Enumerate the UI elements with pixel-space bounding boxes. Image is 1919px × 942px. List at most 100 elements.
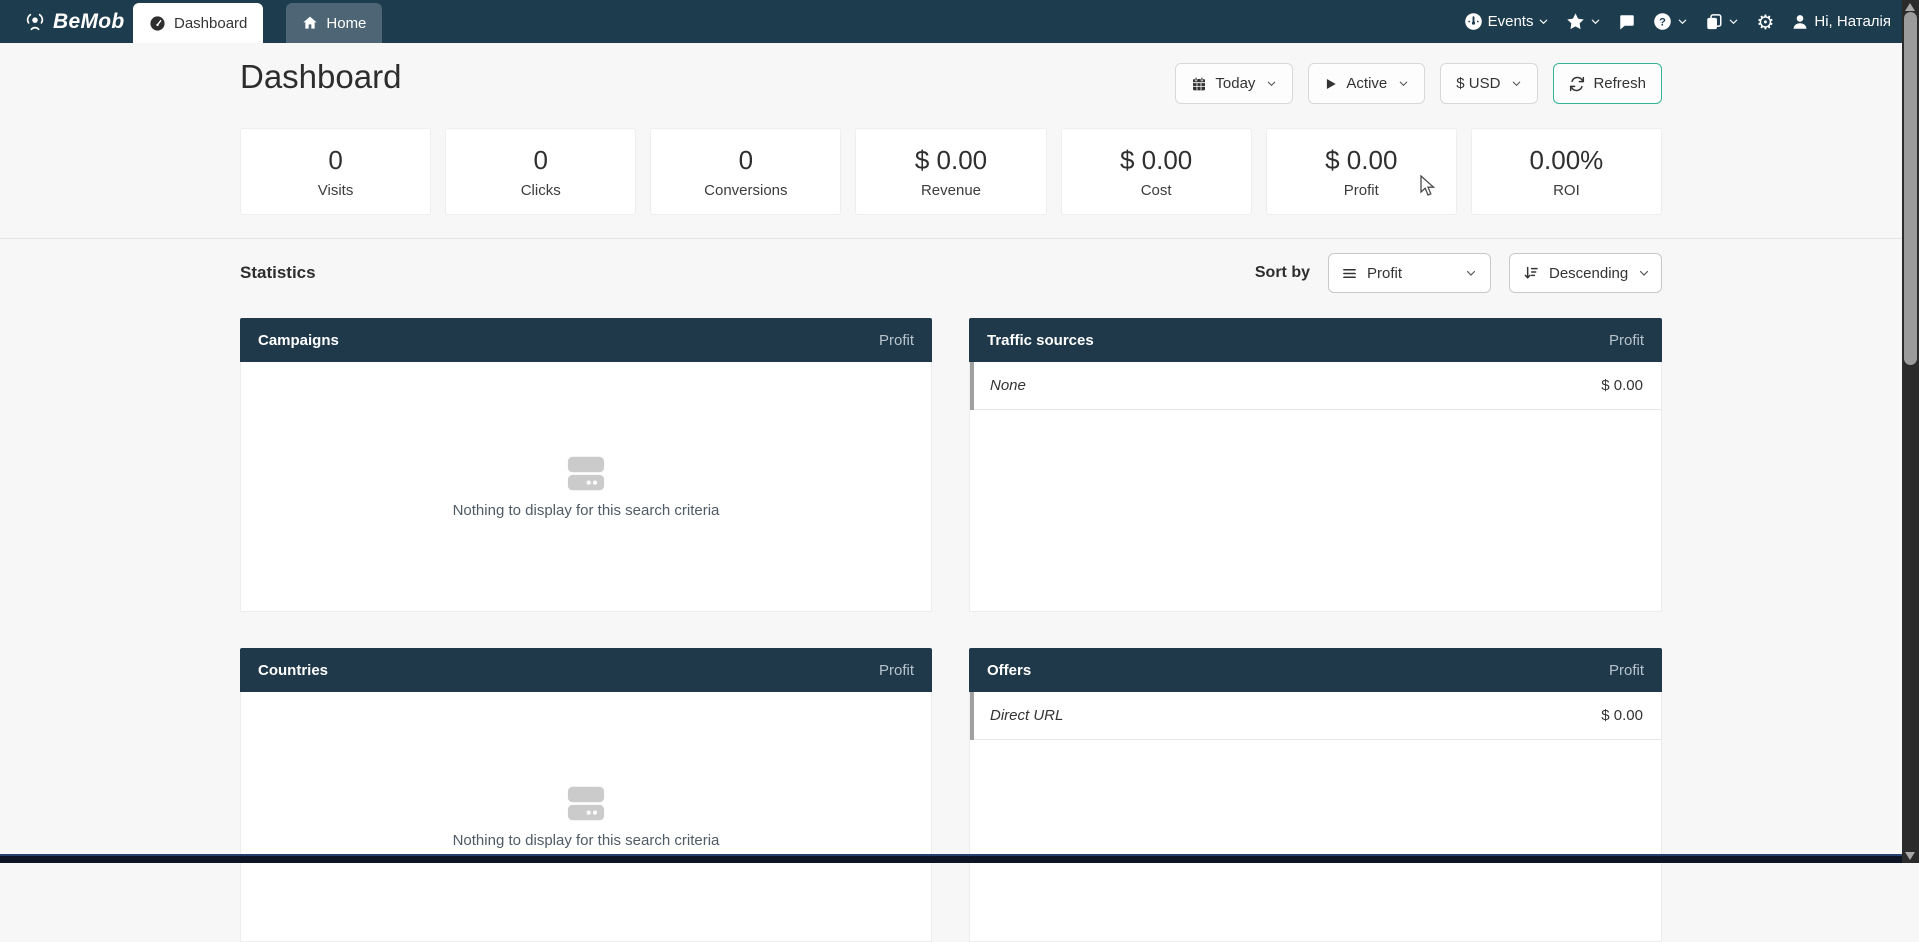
stat-card-roi: 0.00% ROI [1470, 128, 1662, 215]
panel-scrollbar[interactable] [970, 692, 974, 740]
panel-metric-label: Profit [1608, 661, 1644, 679]
chevron-down-icon [1728, 16, 1739, 27]
row-value: $ 0.00 [1601, 377, 1643, 394]
stat-card-revenue: $ 0.00 Revenue [855, 128, 1047, 215]
server-icon [564, 785, 608, 823]
panel-campaigns: Campaigns Profit Nothing to display for … [240, 318, 932, 612]
stat-label: Conversions [704, 181, 788, 199]
statistics-title: Statistics [240, 263, 316, 282]
chevron-down-icon [1638, 267, 1650, 279]
statistics-header: Statistics Sort by Profit De [240, 252, 1662, 294]
currency-button[interactable]: $ USD [1440, 63, 1539, 104]
stat-card-cost: $ 0.00 Cost [1060, 128, 1252, 215]
stat-card-visits: 0 Visits [240, 128, 432, 215]
page-scrollbar[interactable] [1902, 0, 1919, 863]
date-range-label: Today [1215, 75, 1256, 92]
star-icon [1566, 12, 1585, 31]
panel-countries: Countries Profit Nothing to display for … [240, 648, 932, 942]
panel-traffic-sources: Traffic sources Profit None $ 0.00 [969, 318, 1662, 612]
table-row[interactable]: None $ 0.00 [970, 362, 1661, 410]
panel-header: Offers Profit [969, 648, 1662, 692]
scroll-down-arrow[interactable] [1905, 852, 1915, 860]
settings-button[interactable]: ⚙ [1756, 12, 1774, 32]
row-name: None [990, 377, 1026, 394]
gear-icon: ⚙ [1756, 9, 1775, 34]
stat-label: Profit [1343, 181, 1379, 199]
scrollbar-thumb[interactable] [1904, 12, 1917, 365]
sort-by-label: Sort by [1254, 264, 1310, 281]
table-row[interactable]: Direct URL $ 0.00 [970, 692, 1661, 740]
stat-label: Visits [317, 181, 354, 199]
tab-label: Dashboard [174, 14, 248, 32]
chevron-down-icon [1677, 16, 1688, 27]
empty-state: Nothing to display for this search crite… [241, 362, 931, 611]
panel-body: None $ 0.00 [969, 362, 1662, 612]
stat-label: ROI [1553, 181, 1580, 199]
pages-menu[interactable] [1705, 13, 1739, 31]
question-circle-icon: ? [1653, 12, 1672, 31]
cards-icon [1705, 13, 1723, 31]
sort-order-select[interactable]: Descending [1509, 253, 1662, 293]
row-name: Direct URL [990, 707, 1064, 724]
list-icon [1342, 266, 1357, 281]
status-filter-button[interactable]: Active [1308, 63, 1426, 104]
stat-value: $ 0.00 [1119, 144, 1193, 175]
refresh-button[interactable]: Refresh [1553, 63, 1662, 104]
chevron-down-icon [1465, 267, 1477, 279]
panel-body: Direct URL $ 0.00 [969, 692, 1662, 942]
panel-offers: Offers Profit Direct URL $ 0.00 [969, 648, 1662, 942]
events-menu[interactable]: Events [1464, 12, 1550, 31]
stat-card-conversions: 0 Conversions [650, 128, 842, 215]
empty-text: Nothing to display for this search crite… [452, 831, 720, 849]
tab-home[interactable]: Home [286, 3, 383, 43]
panel-title: Countries [258, 661, 329, 679]
tab-dashboard[interactable]: Dashboard [133, 3, 264, 43]
chevron-down-icon [1538, 16, 1549, 27]
play-icon [1324, 77, 1338, 91]
stat-label: Revenue [920, 181, 982, 199]
stat-label: Cost [1140, 181, 1172, 199]
topbar-right: Events ? [1464, 0, 1891, 43]
panel-title: Traffic sources [987, 331, 1094, 349]
chat-bubble-icon [1618, 13, 1636, 31]
gauge-icon [1464, 12, 1483, 31]
panels-grid: Campaigns Profit Nothing to display for … [240, 318, 1662, 942]
sort-controls: Sort by Profit Descending [1255, 253, 1662, 293]
panel-scrollbar[interactable] [970, 362, 974, 410]
stat-value: $ 0.00 [1325, 144, 1398, 175]
row-value: $ 0.00 [1601, 707, 1643, 724]
favorites-menu[interactable] [1566, 12, 1601, 31]
calendar-icon [1191, 76, 1207, 92]
date-range-button[interactable]: Today [1175, 63, 1294, 104]
stat-value: 0 [738, 144, 754, 175]
status-filter-label: Active [1346, 75, 1388, 92]
scroll-up-arrow[interactable] [1905, 3, 1915, 11]
chat-button[interactable] [1618, 13, 1636, 31]
bottom-edge-strip [0, 854, 1919, 863]
speedometer-icon [149, 15, 166, 32]
panel-metric-label: Profit [878, 331, 914, 349]
bemob-logo[interactable]: BeMob [24, 0, 125, 43]
sort-field-select[interactable]: Profit [1328, 253, 1491, 293]
empty-text: Nothing to display for this search crite… [452, 501, 720, 519]
tab-label: Home [326, 14, 367, 32]
stats-row: 0 Visits 0 Clicks 0 Conversions $ 0.00 R… [240, 128, 1662, 215]
refresh-icon [1569, 76, 1585, 92]
user-menu[interactable]: Hi, Наталія [1791, 13, 1891, 31]
stat-card-clicks: 0 Clicks [445, 128, 637, 215]
panel-title: Offers [987, 661, 1032, 679]
tab-bar: Dashboard Home [133, 3, 383, 43]
server-icon [564, 455, 608, 493]
stat-value: 0.00% [1529, 144, 1604, 175]
help-menu[interactable]: ? [1653, 12, 1688, 31]
toolbar: Today Active $ USD [1175, 63, 1662, 104]
panel-body: Nothing to display for this search crite… [240, 362, 932, 612]
refresh-label: Refresh [1593, 75, 1646, 92]
stat-card-profit: $ 0.00 Profit [1265, 128, 1457, 215]
brand-text: BeMob [53, 9, 125, 33]
panel-header: Countries Profit [240, 648, 932, 692]
sort-field-value: Profit [1367, 264, 1403, 282]
stat-label: Clicks [520, 181, 561, 199]
panel-header: Traffic sources Profit [969, 318, 1662, 362]
chevron-down-icon [1398, 78, 1409, 89]
